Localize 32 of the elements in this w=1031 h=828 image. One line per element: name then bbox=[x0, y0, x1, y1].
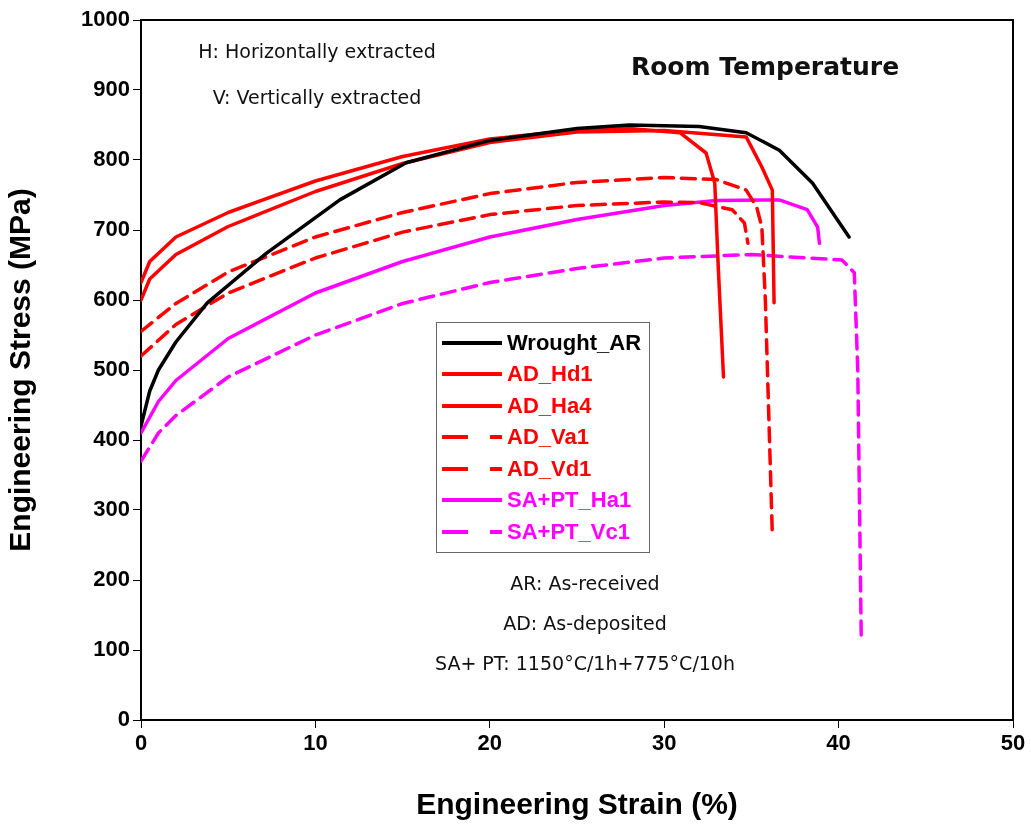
x-tick-label: 0 bbox=[134, 730, 148, 756]
y-tick-label: 0 bbox=[117, 706, 130, 732]
annotation: Room Temperature bbox=[630, 52, 900, 81]
legend-label: AD_Hd1 bbox=[507, 361, 593, 388]
legend-label: AD_Ha4 bbox=[507, 392, 592, 419]
y-tick-label: 500 bbox=[93, 356, 130, 382]
y-axis-title: Engineering Stress (MPa) bbox=[3, 188, 37, 552]
y-tick-label: 400 bbox=[93, 426, 130, 452]
legend-label: SA+PT_Ha1 bbox=[507, 487, 632, 514]
y-tick-label: 800 bbox=[93, 146, 130, 172]
x-axis-title: Engineering Strain (%) bbox=[416, 787, 738, 821]
x-tick-label: 40 bbox=[826, 730, 851, 756]
legend-label: AD_Vd1 bbox=[507, 455, 592, 482]
x-tick-label: 20 bbox=[477, 730, 503, 756]
annotation: H: Horizontally extracted bbox=[198, 40, 436, 62]
y-tick-label: 600 bbox=[93, 286, 130, 312]
annotation: AD: As-deposited bbox=[503, 612, 667, 634]
y-tick-label: 700 bbox=[93, 216, 130, 242]
y-tick-label: 1000 bbox=[81, 6, 130, 32]
x-tick-label: 50 bbox=[1000, 730, 1026, 756]
legend-label: AD_Va1 bbox=[507, 424, 589, 451]
y-tick-label: 200 bbox=[93, 566, 130, 592]
y-tick-label: 100 bbox=[93, 636, 130, 662]
x-tick-label: 30 bbox=[651, 730, 677, 756]
legend-label: Wrought_AR bbox=[507, 329, 642, 356]
x-tick-label: 10 bbox=[303, 730, 328, 756]
annotation: V: Vertically extracted bbox=[212, 86, 422, 108]
annotation: SA+ PT: 1150°C/1h+775°C/10h bbox=[434, 652, 736, 674]
annotation: AR: As-received bbox=[510, 572, 660, 594]
y-tick-label: 900 bbox=[93, 76, 130, 102]
y-tick-label: 300 bbox=[93, 496, 130, 522]
legend-label: SA+PT_Vc1 bbox=[507, 518, 630, 545]
